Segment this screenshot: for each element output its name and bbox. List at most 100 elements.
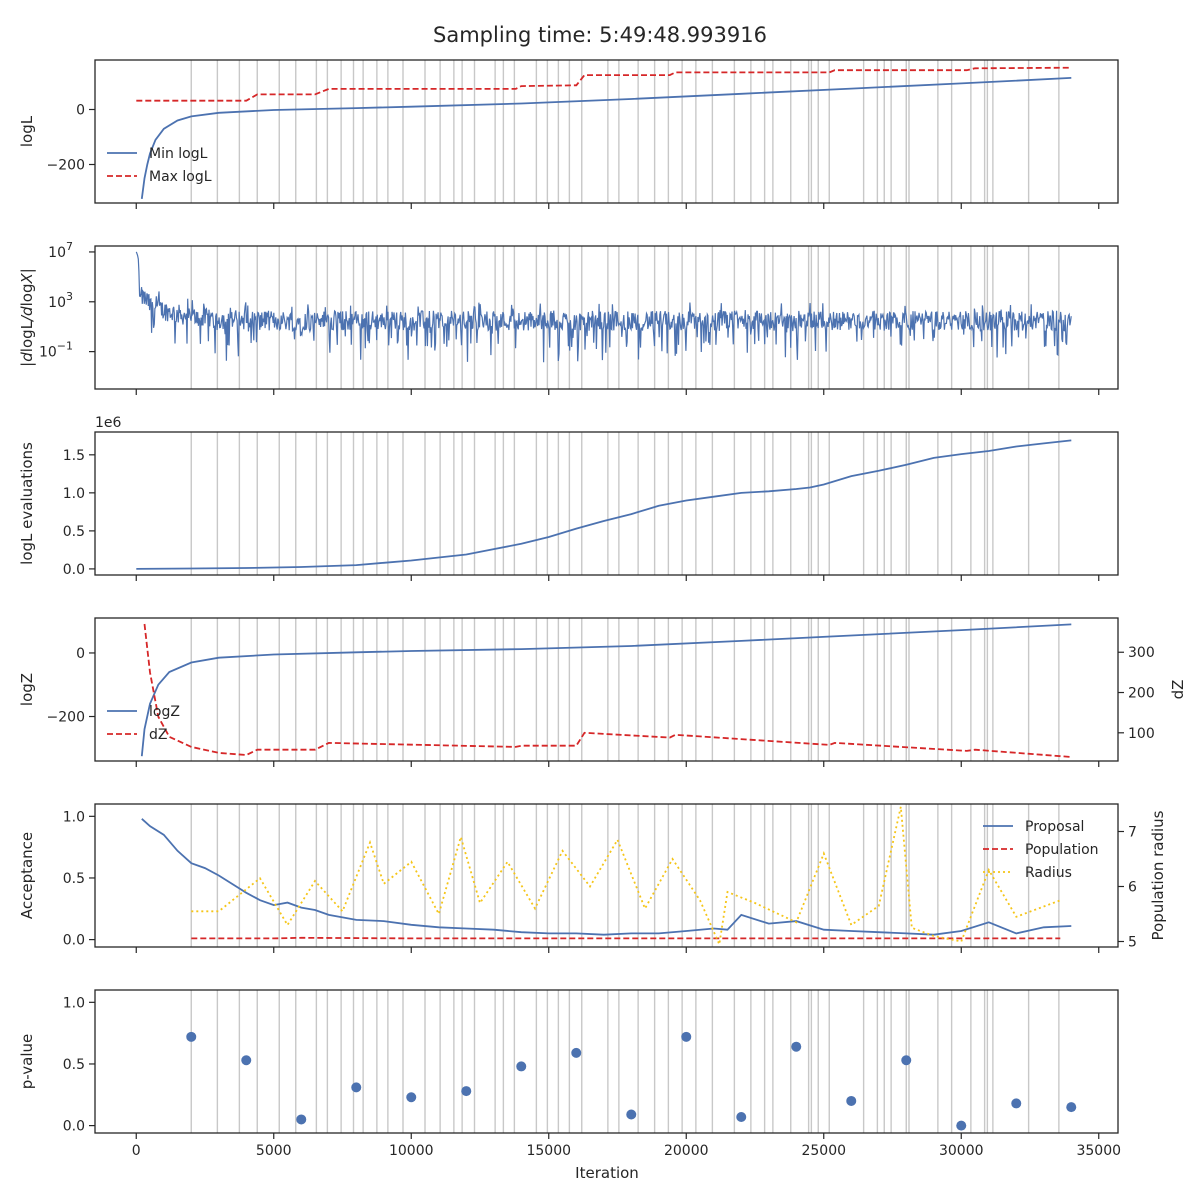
y-tick-label: 107 bbox=[48, 240, 73, 261]
series-line-radius bbox=[191, 806, 1061, 947]
axes-frame bbox=[94, 617, 1119, 762]
series-line-population bbox=[191, 936, 1061, 940]
axes-frame bbox=[94, 59, 1119, 204]
legend-label: Max logL bbox=[149, 169, 212, 185]
y-axis-label-part: logL bbox=[18, 320, 36, 352]
vertical-markers bbox=[190, 618, 1060, 761]
y-axis-label: logL evaluations bbox=[18, 442, 36, 565]
legend: logZ dZ bbox=[107, 704, 180, 743]
y-axis-label-part: d bbox=[18, 306, 36, 316]
series-line-logz bbox=[140, 623, 1072, 757]
legend-label: Min logL bbox=[149, 146, 208, 162]
data-point bbox=[626, 1109, 637, 1120]
series-line-dz bbox=[143, 623, 1072, 758]
data-point bbox=[1066, 1102, 1077, 1113]
offset-text: 1e6 bbox=[95, 415, 122, 431]
data-point bbox=[956, 1120, 967, 1131]
y-axis-label: p-value bbox=[18, 1034, 36, 1090]
x-tick-label: 20000 bbox=[664, 1143, 709, 1159]
data-point bbox=[571, 1047, 582, 1058]
plot-area bbox=[135, 251, 1072, 363]
x-tick-label: 15000 bbox=[526, 1143, 571, 1159]
y-axis-label: Acceptance bbox=[18, 832, 36, 919]
y-tick-label: 1.0 bbox=[63, 809, 85, 825]
axes-frame bbox=[94, 989, 1119, 1134]
y2-axis-label: Population radius bbox=[1149, 810, 1167, 940]
data-point bbox=[846, 1095, 857, 1106]
y-tick-label: 1.0 bbox=[63, 486, 85, 502]
series-line-proposal bbox=[141, 818, 1072, 936]
axes-frame bbox=[94, 431, 1119, 576]
legend-label: dZ bbox=[149, 727, 167, 743]
vertical-markers bbox=[190, 432, 1060, 575]
y-axis-label-part: d bbox=[18, 352, 36, 362]
y2-tick-label: 7 bbox=[1128, 825, 1137, 841]
data-point bbox=[351, 1082, 362, 1093]
axes-frame bbox=[94, 245, 1119, 390]
x-tick-label: 0 bbox=[132, 1143, 141, 1159]
y-tick-label: 0.5 bbox=[63, 871, 85, 887]
y-tick-label: 1.0 bbox=[63, 995, 85, 1011]
y-tick-label: 1.5 bbox=[63, 448, 85, 464]
x-tick-label: 5000 bbox=[256, 1143, 292, 1159]
y2-tick-label: 200 bbox=[1128, 686, 1155, 702]
axes-frame bbox=[94, 803, 1119, 948]
y-axis-label-part: X bbox=[18, 273, 36, 285]
y-axis-label: logZ bbox=[18, 673, 36, 706]
legend: Min logL Max logL bbox=[107, 146, 212, 185]
y2-axis-label: dZ bbox=[1169, 680, 1187, 700]
plot-area bbox=[141, 806, 1072, 947]
data-point bbox=[1011, 1098, 1022, 1109]
data-point bbox=[296, 1114, 307, 1125]
data-point bbox=[681, 1031, 692, 1042]
plot-area bbox=[186, 1031, 1077, 1131]
y-tick-label: 0 bbox=[76, 103, 85, 119]
data-point bbox=[406, 1092, 417, 1103]
y-axis-label-part: / bbox=[18, 314, 36, 323]
y2-tick-label: 6 bbox=[1128, 880, 1137, 896]
data-point bbox=[461, 1086, 472, 1097]
legend-label: Proposal bbox=[1025, 819, 1084, 835]
x-tick-label: 35000 bbox=[1076, 1143, 1121, 1159]
y-tick-label: 0.5 bbox=[63, 524, 85, 540]
chart-title: Sampling time: 5:49:48.993916 bbox=[433, 23, 767, 47]
legend-label: logZ bbox=[149, 704, 180, 720]
y2-tick-label: 300 bbox=[1128, 645, 1155, 661]
x-axis-label: Iteration bbox=[575, 1164, 639, 1182]
series-line-1 bbox=[135, 251, 1072, 363]
y-tick-label: −200 bbox=[47, 710, 85, 726]
y-tick-label: 10−1 bbox=[39, 340, 73, 361]
subplot-1: 0 −200 logL Min logL Max logL bbox=[18, 59, 1119, 209]
plot-area bbox=[140, 623, 1072, 758]
y-tick-exponent: 3 bbox=[66, 290, 73, 303]
data-point bbox=[791, 1041, 802, 1052]
legend-label: Population bbox=[1025, 842, 1099, 858]
y-axis-label-part: | bbox=[18, 362, 36, 367]
vertical-markers bbox=[190, 804, 1060, 947]
data-point bbox=[901, 1055, 912, 1066]
y2-tick-label: 5 bbox=[1128, 935, 1137, 951]
plot-area bbox=[136, 439, 1072, 570]
subplot-6: 0 5000 10000 15000 20000 25000 30000 35000 0.0 0.… bbox=[18, 989, 1121, 1159]
y-tick-label: 0 bbox=[76, 646, 85, 662]
series-line-1 bbox=[136, 439, 1072, 570]
y2-tick-label: 100 bbox=[1128, 726, 1155, 742]
subplot-4: 0 −200 300 200 100 dZ logZ logZ dZ bbox=[18, 617, 1187, 767]
y-tick-exponent: 7 bbox=[66, 240, 73, 253]
y-axis-label: |dlogL/dlogX| bbox=[18, 268, 36, 367]
y-tick-label: −200 bbox=[47, 158, 85, 174]
y-tick-label: 0.5 bbox=[63, 1057, 85, 1073]
y-axis-label: logL bbox=[18, 115, 36, 147]
subplot-5: 0.0 0.5 1.0 5 6 7 Population radius Acceptance P… bbox=[18, 803, 1167, 953]
subplot-3: 0.0 0.5 1.0 1.5 logL evaluations 1e6 bbox=[18, 415, 1119, 581]
vertical-markers bbox=[190, 60, 1060, 203]
data-point bbox=[186, 1031, 197, 1042]
vertical-markers bbox=[190, 990, 1060, 1133]
x-tick-label: 10000 bbox=[389, 1143, 434, 1159]
series-line-min-logl bbox=[140, 77, 1072, 200]
y-tick-exponent: −1 bbox=[57, 340, 73, 353]
legend: Proposal Population Radius bbox=[983, 819, 1099, 881]
legend-label: Radius bbox=[1025, 865, 1072, 881]
